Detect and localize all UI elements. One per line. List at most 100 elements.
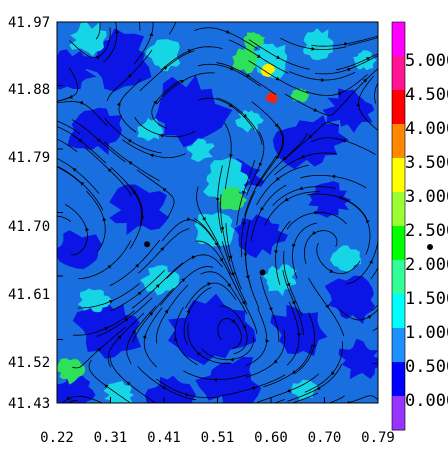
- streamline-arrow: [104, 384, 109, 389]
- streamline-arrow: [197, 352, 202, 357]
- streamline-arrow: [127, 74, 132, 78]
- streamline-arrow: [186, 309, 190, 314]
- streamline-arrow: [410, 19, 415, 24]
- streamline-arrow: [282, 156, 287, 161]
- field-patch: [154, 74, 233, 148]
- streamline-arrow: [292, 370, 297, 374]
- colorbar-band: [392, 56, 405, 91]
- streamline-arrow: [330, 371, 335, 375]
- streamline-arrow: [132, 190, 137, 195]
- streamline-arrow: [191, 255, 196, 260]
- streamline-arrow: [291, 244, 296, 248]
- streamline-arrow: [137, 291, 142, 296]
- streamline-arrow: [383, 246, 388, 250]
- streamline-arrow: [316, 386, 321, 390]
- x-tick-label: 0.51: [201, 430, 235, 446]
- streamline-arrow: [97, 138, 101, 143]
- streamline-arrow: [242, 190, 246, 195]
- x-tick-label: 0.22: [40, 430, 74, 446]
- streamline-arrow: [149, 153, 154, 158]
- streamline-arrow: [300, 154, 305, 159]
- streamline-arrow: [140, 214, 145, 219]
- streamline-arrow: [325, 304, 329, 309]
- streamline-arrow: [260, 207, 265, 212]
- field-patch: [308, 181, 352, 218]
- streamline-arrow: [125, 0, 130, 1]
- streamlines: [37, 0, 415, 414]
- streamline-arrow: [250, 409, 255, 414]
- streamline-arrow: [149, 32, 154, 37]
- streamline-arrow: [107, 265, 112, 269]
- colorbar-band: [392, 90, 405, 125]
- streamline-arrow: [104, 327, 109, 331]
- streamline-arrow: [127, 139, 132, 144]
- field-patch: [57, 358, 86, 385]
- field-patch: [303, 28, 334, 61]
- streamline-arrow: [241, 221, 246, 226]
- x-tick-label: 0.41: [147, 430, 181, 446]
- streamline-arrow: [313, 210, 317, 215]
- streamline-arrow: [160, 133, 164, 138]
- field-patch: [330, 245, 362, 272]
- streamline-arrow: [225, 29, 230, 34]
- streamline-arrow: [164, 309, 169, 314]
- streamline-arrow: [162, 188, 167, 192]
- streamline-arrow: [180, 79, 185, 84]
- colorbar-frame: [391, 21, 406, 431]
- streamline-arrow: [135, 263, 140, 268]
- y-tick-label: 41.61: [8, 287, 50, 303]
- streamline-arrow: [245, 275, 250, 280]
- streamline-arrow: [311, 46, 316, 51]
- streamline-arrow: [44, 133, 48, 138]
- streamline-arrow: [255, 183, 260, 188]
- streamline-arrow: [268, 307, 273, 312]
- field-patch: [186, 138, 215, 162]
- streamline-arrow: [202, 216, 206, 221]
- streamline-arrow: [329, 269, 334, 274]
- colorbar-label: 1.500: [405, 289, 448, 309]
- field-patch: [103, 381, 135, 403]
- streamline-arrow: [37, 103, 41, 108]
- x-tick-label: 0.70: [308, 430, 342, 446]
- colorbar-band: [392, 328, 405, 363]
- streamline-arrow: [286, 282, 291, 287]
- colorbar-band: [392, 124, 405, 159]
- x-tick-label: 0.60: [254, 430, 288, 446]
- streamline-arrow: [286, 388, 291, 393]
- streamline: [370, 266, 378, 280]
- colorbar-band: [392, 226, 405, 261]
- streamline: [57, 166, 81, 183]
- streamline-arrow: [230, 357, 234, 362]
- y-tick-label: 41.97: [8, 15, 50, 31]
- streamline-arrow: [78, 139, 83, 143]
- streamline-arrow: [214, 241, 218, 246]
- colorbar-side-dot: [427, 244, 433, 250]
- colorbar-band: [392, 362, 405, 397]
- streamline-arrow: [241, 300, 246, 305]
- colorbar-label: 4.500: [405, 85, 448, 105]
- streamline-arrow: [338, 196, 343, 200]
- streamline-arrow: [310, 406, 315, 411]
- streamline-arrow: [80, 182, 85, 186]
- y-tick-label: 41.52: [8, 355, 50, 371]
- station-marker: [144, 241, 151, 248]
- y-tick-label: 41.43: [8, 396, 50, 412]
- streamline: [291, 392, 319, 403]
- streamline-arrow: [116, 102, 121, 107]
- streamline: [57, 120, 80, 135]
- streamline-arrow: [275, 76, 280, 81]
- field-patch: [137, 118, 163, 142]
- streamline-arrow: [117, 335, 122, 340]
- field-patch: [109, 184, 169, 236]
- streamline-arrow: [383, 69, 388, 74]
- streamline-arrow: [313, 108, 318, 112]
- field-patch: [265, 92, 279, 104]
- streamline-arrow: [366, 57, 371, 61]
- streamline-arrow: [363, 78, 367, 83]
- streamline-arrow: [94, 3, 99, 8]
- streamline-arrow: [153, 100, 157, 105]
- streamline-arrow: [366, 219, 370, 224]
- streamline-arrow: [291, 300, 296, 305]
- streamline-arrow: [283, 403, 288, 408]
- field-patch: [78, 288, 112, 313]
